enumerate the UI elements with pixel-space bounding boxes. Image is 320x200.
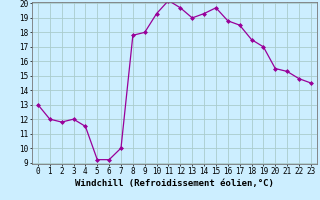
X-axis label: Windchill (Refroidissement éolien,°C): Windchill (Refroidissement éolien,°C)	[75, 179, 274, 188]
